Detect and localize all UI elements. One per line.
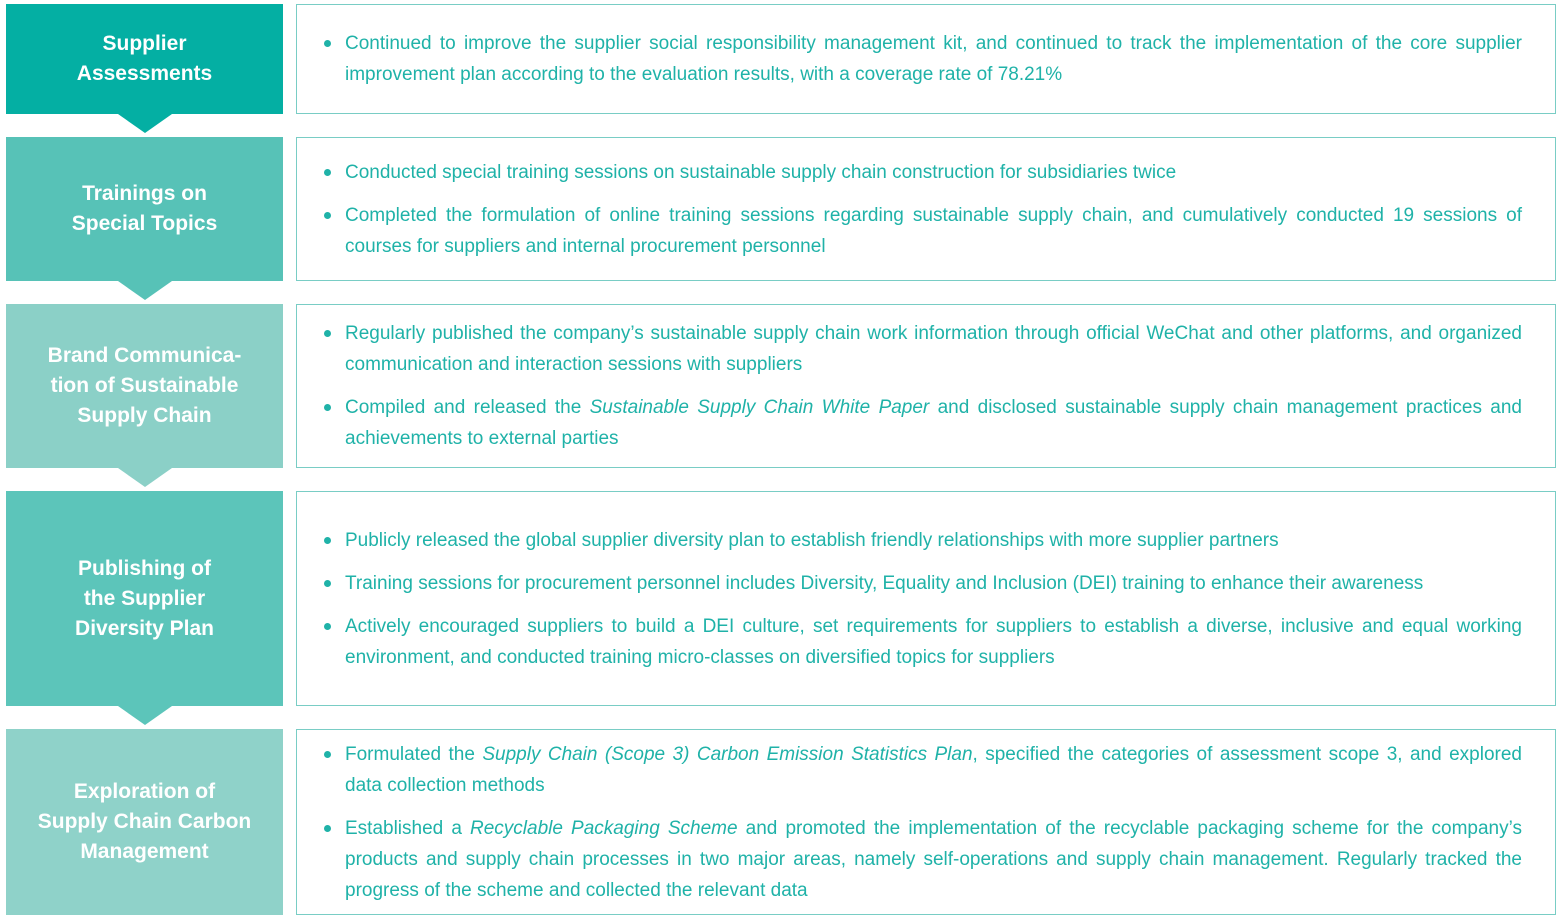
arrow-down-icon	[117, 468, 172, 487]
flow-row: Publishing of the Supplier Diversity Plan P…	[6, 491, 1556, 725]
stage-details-box: Publicly released the global supplier di…	[296, 491, 1556, 706]
bullet-text-segment: Completed the formulation of online trai…	[345, 204, 1522, 257]
list-item: Publicly released the global supplier di…	[297, 525, 1555, 556]
stage-label-line: Supplier	[102, 32, 187, 55]
stage-details-box: Conducted special training sessions on s…	[296, 137, 1556, 281]
bullet-icon	[324, 750, 331, 758]
flow-row: Brand Communica-tion of Sustainable Suppl…	[6, 304, 1556, 487]
bullet-text: Compiled and released the Sustainable Su…	[345, 392, 1555, 454]
stage-label: Exploration of Supply Chain Carbon Managem…	[38, 777, 252, 867]
list-item: Conducted special training sessions on s…	[297, 157, 1555, 188]
bullet-text: Actively encouraged suppliers to build a…	[345, 611, 1555, 673]
bullet-text: Conducted special training sessions on s…	[345, 157, 1555, 188]
bullet-text: Publicly released the global supplier di…	[345, 525, 1555, 556]
bullet-text-segment: Training sessions for procurement person…	[345, 572, 1424, 594]
bullet-text: Completed the formulation of online trai…	[345, 200, 1555, 262]
list-item: Formulated the Supply Chain (Scope 3) Ca…	[297, 739, 1555, 801]
list-item: Training sessions for procurement person…	[297, 568, 1555, 599]
bullet-text-segment: Supply Chain (Scope 3) Carbon Emission S…	[482, 743, 973, 765]
stage-label-line: Exploration of	[73, 780, 216, 803]
bullet-text-segment: Compiled and released the	[345, 397, 590, 418]
bullet-icon	[324, 536, 331, 544]
stage-label-box: Supplier Assessments	[6, 4, 283, 133]
bullet-text: Training sessions for procurement person…	[345, 568, 1555, 599]
stage-label-line: Trainings on	[82, 182, 207, 205]
bullet-text-segment: Conducted special training sessions on s…	[345, 161, 1177, 183]
stage-label-line: Assessments	[76, 62, 213, 85]
bullet-text: Continued to improve the supplier social…	[345, 28, 1555, 90]
stage-label-box: Brand Communica-tion of Sustainable Suppl…	[6, 304, 283, 487]
bullet-text-segment: Formulated the	[345, 743, 483, 765]
flow-row: Exploration of Supply Chain Carbon Managem…	[6, 729, 1556, 915]
bullet-text-segment: Publicly released the global supplier di…	[345, 529, 1279, 551]
bullet-text-segment: , specified the categories of assessment…	[345, 743, 1522, 796]
stage-label: Brand Communica-tion of Sustainable Suppl…	[48, 341, 242, 431]
bullet-icon	[324, 622, 331, 630]
bullet-icon	[324, 404, 331, 411]
bullet-text-segment: Recyclable Packaging Scheme	[470, 817, 738, 839]
process-flow: Supplier Assessments Continued to improve …	[6, 4, 1556, 915]
bullet-text-segment: Regularly published the company’s sustai…	[345, 323, 1522, 375]
stage-label-box: Publishing of the Supplier Diversity Plan	[6, 491, 283, 725]
bullet-text-segment: Established a	[345, 817, 470, 839]
stage-details-box: Regularly published the company’s sustai…	[296, 304, 1556, 468]
list-item: Completed the formulation of online trai…	[297, 200, 1555, 262]
bullet-text-segment: Continued to improve the supplier social…	[345, 33, 1522, 85]
stage-label: Trainings on Special Topics	[72, 179, 218, 239]
bullet-text-segment: Actively encouraged suppliers to build a…	[345, 615, 1522, 668]
stage-label-line: the Supplier	[83, 586, 206, 610]
bullet-icon	[324, 824, 331, 832]
arrow-down-icon	[117, 706, 172, 725]
stage-label-line: Supply Chain	[77, 404, 212, 427]
list-item: Established a Recyclable Packaging Schem…	[297, 813, 1555, 906]
list-item: Compiled and released the Sustainable Su…	[297, 392, 1555, 454]
bullet-icon	[324, 211, 331, 219]
flow-row: Trainings on Special Topics Conducted spec…	[6, 137, 1556, 300]
stage-label-line: tion of Sustainable	[50, 374, 239, 397]
bullet-text: Regularly published the company’s sustai…	[345, 318, 1555, 380]
stage-label-line: Management	[80, 840, 209, 863]
stage-details-box: Continued to improve the supplier social…	[296, 4, 1556, 114]
list-item: Actively encouraged suppliers to build a…	[297, 611, 1555, 673]
bullet-text-segment: and disclosed sustainable supply chain m…	[345, 397, 1522, 449]
stage-label: Publishing of the Supplier Diversity Plan	[75, 554, 214, 644]
stage-label-box: Trainings on Special Topics	[6, 137, 283, 300]
bullet-icon	[324, 330, 331, 337]
bullet-icon	[324, 579, 331, 587]
bullet-icon	[324, 168, 331, 176]
stage-label: Supplier Assessments	[77, 29, 212, 89]
bullet-icon	[324, 40, 331, 47]
stage-label-line: Brand Communica-	[47, 344, 242, 367]
stage-label-line: Diversity Plan	[75, 616, 214, 640]
stage-label-box: Exploration of Supply Chain Carbon Managem…	[6, 729, 283, 915]
stage-label-line: Special Topics	[71, 212, 218, 235]
bullet-text-segment: Sustainable Supply Chain White Paper	[589, 397, 930, 418]
bullet-text-segment: and promoted the implementation of the r…	[345, 817, 1522, 901]
bullet-text: Established a Recyclable Packaging Schem…	[345, 813, 1555, 906]
list-item: Continued to improve the supplier social…	[297, 28, 1555, 90]
arrow-down-icon	[117, 114, 172, 133]
stage-details-box: Formulated the Supply Chain (Scope 3) Ca…	[296, 729, 1556, 915]
arrow-down-icon	[117, 281, 172, 300]
list-item: Regularly published the company’s sustai…	[297, 318, 1555, 380]
bullet-text: Formulated the Supply Chain (Scope 3) Ca…	[345, 739, 1555, 801]
flow-row: Supplier Assessments Continued to improve …	[6, 4, 1556, 133]
stage-label-line: Supply Chain Carbon	[37, 810, 252, 833]
stage-label-line: Publishing of	[78, 556, 211, 580]
